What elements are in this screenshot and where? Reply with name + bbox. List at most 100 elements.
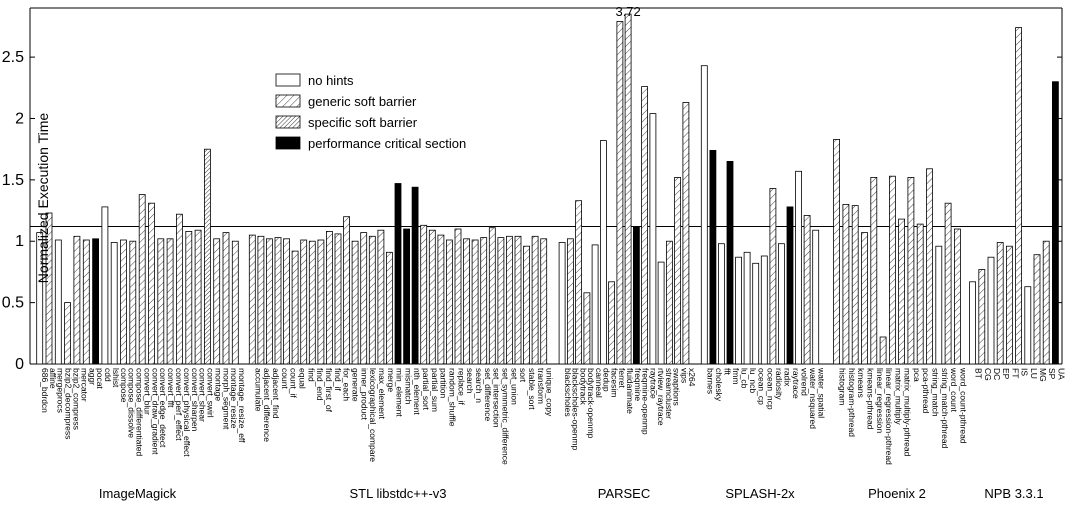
bar [351, 240, 359, 365]
bar [769, 188, 777, 365]
x-tick-label: ferret [617, 368, 627, 388]
bar [334, 233, 342, 365]
group-label: ImageMagick [99, 486, 177, 501]
bar [368, 235, 376, 365]
x-tick-label: volrend [800, 368, 810, 396]
x-tick-label: string_match-pthread [940, 368, 950, 449]
bar [760, 255, 768, 365]
x-tick-label: UA [1056, 368, 1066, 380]
bar [778, 243, 785, 365]
x-tick-label: dedup [602, 368, 612, 392]
bar [148, 202, 155, 365]
x-tick-label: bodytrack [578, 368, 588, 406]
bar [213, 238, 221, 365]
x-tick-label: random_shuffle [448, 368, 458, 427]
bar [203, 148, 211, 365]
bar [411, 186, 419, 365]
bar [624, 13, 632, 365]
x-tick-label: linear_regression-pthread [884, 368, 894, 465]
x-tick-label: x264 [687, 368, 697, 387]
x-tick-label: search [465, 368, 475, 394]
x-tick-label: radix [782, 368, 792, 387]
x-tick-label: count [280, 368, 290, 389]
x-tick-label: blackscholes [563, 368, 573, 417]
bar [1024, 286, 1032, 365]
bar [291, 250, 299, 365]
bar [497, 237, 505, 365]
bar [274, 237, 282, 365]
x-tick-label: matrix_multiply-pthread [903, 368, 913, 457]
x-tick-label: find_if [333, 368, 343, 391]
x-tick-label: max_element [377, 368, 387, 420]
legend-swatch [275, 115, 301, 129]
bar [608, 281, 615, 365]
bar [674, 176, 681, 365]
x-tick-label: 686_bdrdcn [40, 368, 50, 413]
x-tick-label: find_end [315, 368, 325, 401]
x-tick-label: lshist [111, 368, 121, 388]
x-tick-label: linear_regression [875, 368, 885, 433]
x-tick-label: matrix_multiply [893, 368, 903, 425]
bar [1033, 254, 1041, 365]
bar [616, 21, 624, 365]
bar [591, 244, 599, 365]
bar [969, 281, 976, 365]
bar [870, 176, 878, 365]
y-tick-label: 2 [15, 110, 24, 127]
bar [803, 215, 811, 365]
x-tick-label: inner_product [359, 368, 369, 421]
x-tick-label: convert_edge_detect [158, 368, 168, 448]
x-tick-label: histogram [838, 368, 848, 405]
bar [812, 229, 820, 365]
x-tick-label: EP [1001, 368, 1011, 380]
x-tick-label: convert_physical_effect [182, 368, 192, 457]
bar [36, 232, 44, 365]
plot-area: 0 0.5 1 1.5 2 2.5 3.72 686_bdrdcnaffinemergepro… [2, 4, 1067, 501]
x-tick-label: set_difference [483, 368, 493, 422]
bar [454, 228, 462, 365]
bar [1006, 245, 1013, 365]
x-tick-label: set_union [509, 368, 519, 405]
bar [480, 237, 488, 365]
x-tick-label: barnes [705, 368, 715, 394]
bar [583, 292, 591, 365]
bar [248, 234, 256, 365]
bar [833, 138, 840, 365]
bar [222, 232, 230, 365]
x-tick-label: stable_sort [527, 368, 537, 410]
x-tick-label: unique_copy [545, 368, 555, 417]
x-tick-label: water_nsquared [808, 367, 818, 429]
y-tick-label: 1 [15, 233, 24, 250]
x-tick-label: bodytrack-openmp [586, 368, 596, 439]
bar [54, 239, 62, 365]
bar [978, 269, 986, 365]
x-tick-label: compose_dissolve [127, 368, 137, 438]
bar [558, 242, 566, 365]
x-tick-label: convert_perf_effect [174, 368, 184, 441]
bar [377, 229, 385, 365]
x-tick-label: count_if [289, 368, 299, 398]
x-tick-label: lu_ncb [748, 368, 758, 393]
data-label: 3.72 [615, 4, 640, 19]
legend-label: specific soft barrier [308, 115, 418, 130]
legend-swatch [275, 136, 301, 150]
legend-label: generic soft barrier [308, 94, 417, 109]
x-tick-label: compose_differentiated [135, 368, 145, 456]
x-tick-label: for_each [342, 368, 352, 401]
x-tick-label: equal [298, 368, 308, 389]
x-tick-label: convert_blur [142, 368, 152, 415]
bar [935, 245, 943, 365]
x-tick-label: merge [386, 368, 396, 392]
bar [420, 224, 428, 365]
bar [445, 239, 453, 365]
bar [175, 213, 183, 365]
x-tick-label: raytrace [648, 368, 658, 399]
bar [138, 194, 146, 365]
x-tick-label: blackscholes-openmp [571, 368, 581, 450]
bar [343, 216, 351, 365]
x-tick-label: convert_fft [166, 368, 176, 408]
bar [463, 238, 471, 365]
bar [1015, 27, 1022, 365]
bar [64, 302, 71, 365]
